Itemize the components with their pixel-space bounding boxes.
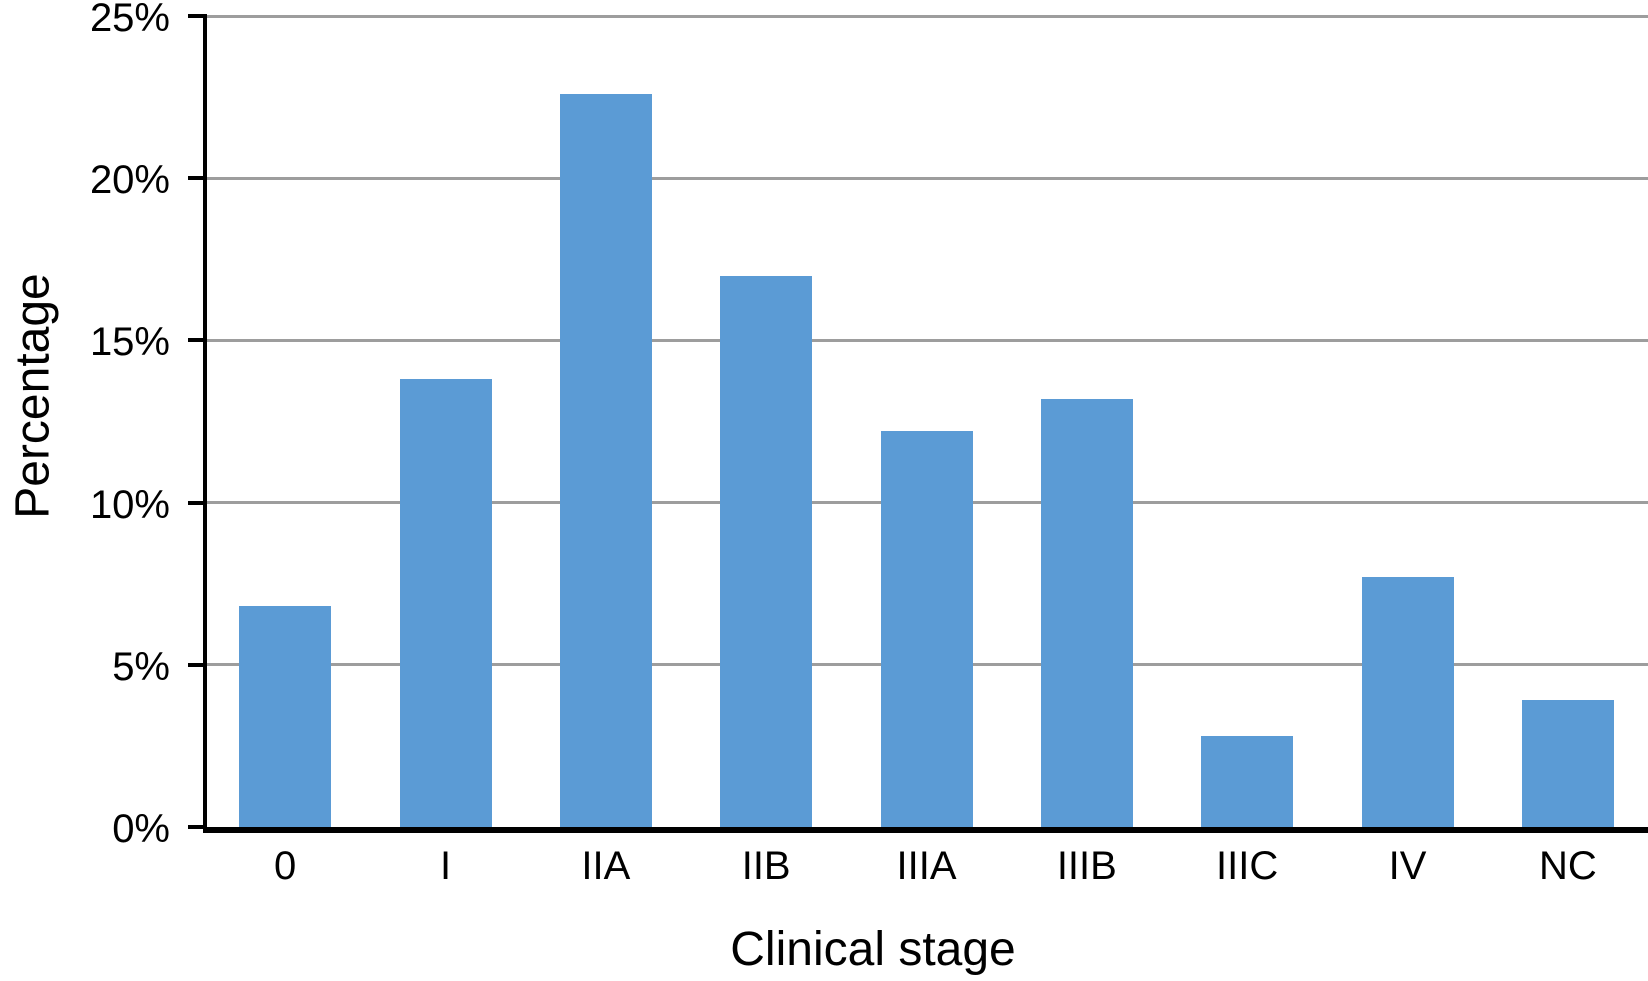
gridline	[205, 338, 1648, 342]
x-tick-label: NC	[1538, 844, 1597, 888]
x-tick-label: IV	[1388, 844, 1427, 888]
y-axis-line	[203, 14, 207, 833]
x-tick-label: 0	[274, 844, 297, 888]
y-tick-label: 20%	[89, 158, 170, 203]
x-tick-label: IIIA	[896, 844, 957, 888]
bar	[1521, 700, 1614, 827]
bar	[880, 431, 973, 827]
y-tick-mark	[188, 176, 205, 181]
x-axis-line	[203, 827, 1648, 833]
y-tick-label: 5%	[112, 644, 170, 689]
y-tick-label: 25%	[89, 0, 170, 40]
bar	[720, 275, 813, 827]
y-tick-mark	[188, 662, 205, 667]
y-tick-mark	[188, 14, 205, 18]
bar	[1040, 398, 1133, 827]
bar	[239, 606, 332, 827]
bar	[399, 379, 492, 827]
x-axis-title: Clinical stage	[730, 923, 1016, 976]
y-tick-label: 0%	[112, 807, 170, 851]
x-tick-label: I	[439, 844, 452, 888]
gridline	[205, 176, 1648, 180]
gridline	[205, 14, 1648, 18]
y-axis-title: Percentage	[6, 273, 60, 519]
x-tick-label: IIIC	[1216, 844, 1279, 888]
bar	[1361, 577, 1454, 827]
y-tick-mark	[188, 500, 205, 505]
x-tick-label: IIIB	[1056, 844, 1117, 888]
y-tick-label: 10%	[89, 482, 170, 527]
y-tick-mark	[188, 825, 205, 829]
x-tick-label: IIA	[581, 844, 631, 888]
bar	[559, 93, 652, 827]
y-tick-label: 15%	[89, 320, 170, 365]
y-tick-mark	[188, 338, 205, 343]
bar	[1201, 736, 1294, 827]
x-tick-label: IIB	[741, 844, 791, 888]
